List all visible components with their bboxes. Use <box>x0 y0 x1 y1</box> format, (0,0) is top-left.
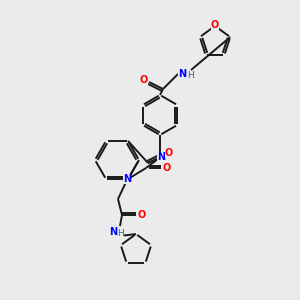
Text: N: N <box>178 69 186 79</box>
Text: O: O <box>211 20 219 30</box>
Text: H: H <box>187 70 194 80</box>
Text: N: N <box>123 174 131 184</box>
Text: N: N <box>109 227 117 237</box>
Text: O: O <box>163 163 171 173</box>
Text: O: O <box>138 210 146 220</box>
Text: O: O <box>140 75 148 85</box>
Text: O: O <box>165 148 173 158</box>
Text: N: N <box>157 152 165 162</box>
Text: H: H <box>118 229 124 238</box>
